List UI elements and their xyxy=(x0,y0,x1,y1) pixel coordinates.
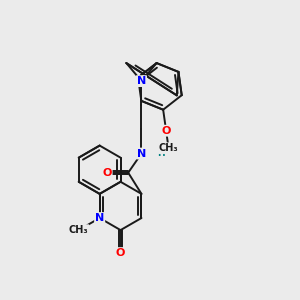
Text: H: H xyxy=(157,149,164,158)
Text: CH₃: CH₃ xyxy=(69,225,88,235)
Text: N: N xyxy=(137,148,146,158)
Text: N: N xyxy=(95,213,104,223)
Text: N: N xyxy=(137,76,146,86)
Text: CH₃: CH₃ xyxy=(159,143,178,153)
Text: O: O xyxy=(116,248,125,258)
Text: O: O xyxy=(102,168,112,178)
Text: O: O xyxy=(161,126,171,136)
